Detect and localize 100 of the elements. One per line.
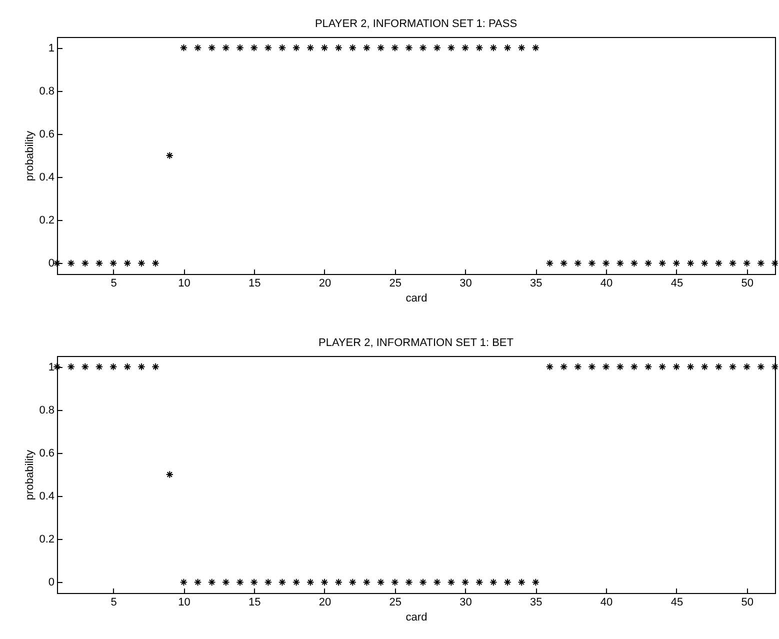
point [728,362,737,371]
point [757,259,765,268]
point [504,44,512,52]
point [602,362,610,371]
point [391,44,399,52]
point [771,259,778,268]
chart-title: PLAYER 2, INFORMATION SET 1: PASS [314,18,518,30]
point [250,578,258,586]
x-tick-label: 25 [389,278,402,290]
point [447,44,456,52]
x-axis-title: card [406,612,428,624]
point [67,259,75,268]
point [574,259,582,268]
point [278,578,286,586]
y-axis-title: probability [24,449,36,500]
point [405,44,413,52]
point [236,44,244,52]
point [306,44,314,52]
point [757,362,765,371]
y-tick-label: 0.6 [39,447,54,460]
point [67,362,75,371]
point [264,578,272,586]
x-tick-label: 20 [318,596,332,608]
point [109,362,118,371]
point [728,259,737,268]
point [447,578,456,586]
x-tick-label: 20 [318,278,332,290]
point [700,362,708,371]
point [152,259,160,268]
point [81,259,90,268]
point [208,44,216,52]
point [588,362,596,371]
point [81,362,90,371]
y-tick-label: 0 [48,576,54,589]
point [518,578,526,586]
x-tick-label: 10 [178,596,190,608]
point [124,362,132,371]
point [742,362,751,371]
x-axis-title: card [406,292,428,304]
point [560,362,568,371]
point [376,44,385,52]
point [419,44,427,52]
point [306,578,314,586]
y-tick-label: 0.2 [39,534,54,546]
point [546,259,554,268]
point [433,44,441,52]
point [574,362,582,371]
point [476,44,484,52]
y-tick-label: 0.6 [39,128,54,140]
point [236,578,244,586]
x-tick-label: 30 [460,278,472,290]
chart-title: PLAYER 2, INFORMATION SET 1: BET [318,337,514,349]
x-tick-label: 45 [670,278,684,290]
point [222,44,230,52]
point [461,44,470,52]
point [616,259,624,268]
point [602,259,610,268]
point [95,362,104,371]
point [461,578,470,586]
point [630,259,638,268]
x-tick-label: 5 [110,278,117,290]
point [362,44,371,52]
point [644,259,652,268]
x-tick-label: 35 [530,596,542,608]
point [532,578,540,586]
point [348,44,356,52]
point [109,259,118,268]
y-tick-label: 0.8 [39,85,54,98]
point [433,578,441,586]
point [95,259,104,268]
point [419,578,427,586]
x-tick-label: 5 [110,596,117,608]
point [405,578,413,586]
point [194,44,202,52]
point [714,259,723,268]
y-tick-label: 0.4 [39,490,54,503]
x-tick-label: 25 [389,596,402,608]
point [490,44,498,52]
point [124,259,132,268]
y-tick-label: 0.8 [39,404,54,416]
y-tick-label: 1 [48,42,54,54]
point [292,44,300,52]
point [518,44,526,52]
point [138,259,146,268]
point [334,44,342,52]
point [714,362,723,371]
point [546,362,554,371]
point [264,44,272,52]
point [208,578,216,586]
point [490,578,498,586]
x-tick-label: 45 [670,596,684,608]
point [320,578,328,586]
point [771,362,778,371]
x-tick-label: 35 [530,278,542,290]
point [250,44,258,52]
point [742,259,751,268]
point [320,44,328,52]
point [348,578,356,586]
x-tick-label: 15 [248,278,261,290]
point [476,578,484,586]
